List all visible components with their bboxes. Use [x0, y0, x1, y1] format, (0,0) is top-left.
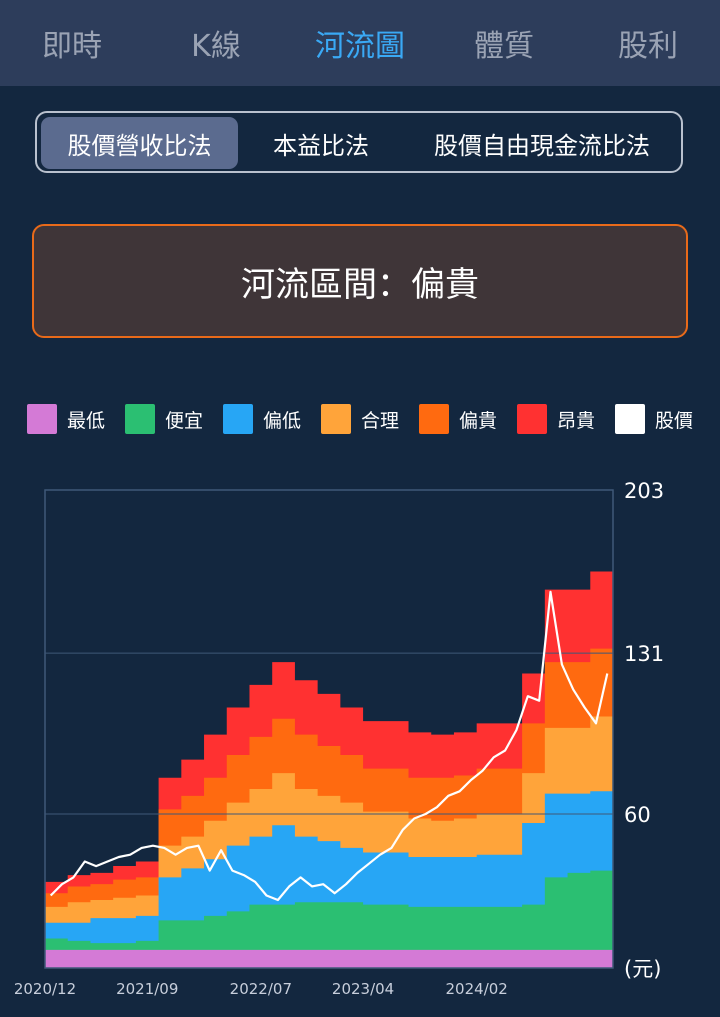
price-series: [49, 590, 609, 902]
legend-swatch-price: [615, 404, 645, 434]
method-price-to-sales[interactable]: 股價營收比法: [41, 117, 238, 169]
legend-label-fair: 合理: [361, 409, 400, 432]
tab-fundamentals[interactable]: 體質: [474, 29, 534, 64]
river-zone-status: 河流區間：偏貴: [32, 224, 688, 338]
legend-item-price: 股價: [615, 403, 693, 435]
band-area-lowest: [45, 949, 613, 968]
x-tick-label: 2024/02: [446, 980, 508, 998]
tab-dividend[interactable]: 股利: [618, 29, 678, 64]
legend-label-cheap: 便宜: [165, 409, 204, 432]
plot-frame: [44, 489, 614, 969]
legend-label-lowest: 最低: [67, 409, 106, 432]
river-zone-text: 河流區間：偏貴: [241, 264, 479, 305]
method-price-to-fcf[interactable]: 股價自由現金流比法: [434, 131, 650, 160]
chart-legend: 最低 便宜 偏低 合理 偏貴 昂貴 股價: [27, 403, 707, 435]
y-tick-label: 131: [624, 642, 664, 666]
y-axis-ticks: 203 131 60: [624, 479, 664, 827]
river-chart[interactable]: 203 131 60 2020/12 2021/09 2022/07 2023/04 202…: [0, 470, 720, 1017]
legend-swatch-high: [419, 404, 449, 434]
legend-item-low: 偏低: [223, 403, 301, 435]
method-pe-ratio[interactable]: 本益比法: [273, 131, 369, 160]
tab-kline[interactable]: K線: [191, 29, 241, 64]
legend-swatch-low: [223, 404, 253, 434]
tab-realtime[interactable]: 即時: [42, 29, 102, 64]
band-areas: [45, 571, 613, 968]
x-tick-label: 2020/12: [14, 980, 76, 998]
band-area-cheap: [45, 870, 613, 968]
legend-label-expensive: 昂貴: [557, 409, 596, 432]
legend-swatch-cheap: [125, 404, 155, 434]
y-tick-label: 203: [624, 479, 664, 503]
y-axis-unit-label: (元): [624, 957, 661, 981]
price-line: [49, 590, 609, 902]
legend-swatch-fair: [321, 404, 351, 434]
valuation-method-selector: 股價營收比法 本益比法 股價自由現金流比法: [35, 111, 683, 173]
y-tick-label: 60: [624, 803, 651, 827]
x-tick-label: 2023/04: [332, 980, 394, 998]
legend-item-high: 偏貴: [419, 403, 497, 435]
tab-river-chart[interactable]: 河流圖: [315, 29, 405, 64]
top-nav: 即時 K線 河流圖 體質 股利: [0, 0, 720, 86]
legend-label-high: 偏貴: [459, 409, 498, 432]
x-axis-ticks: 2020/12 2021/09 2022/07 2023/04 2024/02: [14, 980, 508, 998]
x-tick-label: 2022/07: [230, 980, 292, 998]
legend-swatch-expensive: [517, 404, 547, 434]
legend-label-low: 偏低: [263, 409, 302, 432]
legend-item-cheap: 便宜: [125, 403, 203, 435]
x-tick-label: 2021/09: [116, 980, 178, 998]
grid-lines: [44, 489, 614, 969]
legend-item-lowest: 最低: [27, 403, 105, 435]
legend-swatch-lowest: [27, 404, 57, 434]
legend-item-fair: 合理: [321, 403, 399, 435]
legend-item-expensive: 昂貴: [517, 403, 595, 435]
legend-label-price: 股價: [655, 409, 694, 432]
